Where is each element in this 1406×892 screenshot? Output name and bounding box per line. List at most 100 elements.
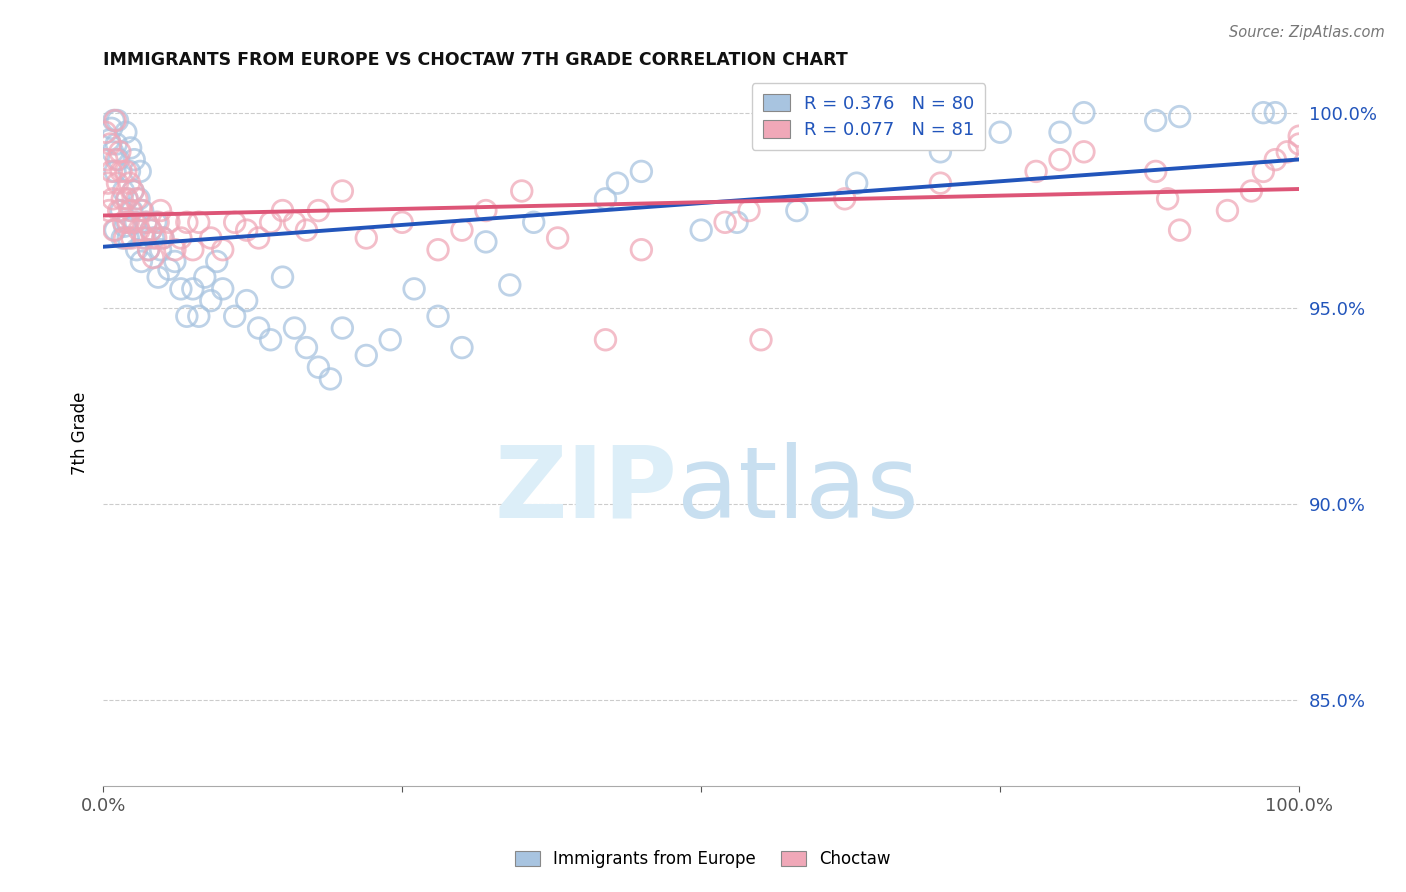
Point — [111, 192, 134, 206]
Point — [211, 243, 233, 257]
Point — [115, 192, 138, 206]
Point — [145, 231, 167, 245]
Point — [259, 215, 281, 229]
Point — [330, 184, 353, 198]
Point — [170, 231, 193, 245]
Point — [124, 215, 146, 229]
Point — [98, 133, 121, 147]
Point — [105, 136, 128, 151]
Point — [929, 145, 952, 159]
Point — [307, 360, 329, 375]
Point — [149, 203, 172, 218]
Text: atlas: atlas — [678, 442, 920, 539]
Point — [135, 215, 157, 229]
Point — [295, 341, 318, 355]
Point — [205, 254, 228, 268]
Point — [111, 231, 134, 245]
Point — [1168, 110, 1191, 124]
Point — [1049, 153, 1071, 167]
Point — [104, 164, 127, 178]
Point — [107, 176, 129, 190]
Point — [380, 333, 402, 347]
Point — [451, 223, 474, 237]
Point — [690, 223, 713, 237]
Point — [115, 164, 138, 178]
Point — [146, 215, 169, 229]
Legend: R = 0.376   N = 80, R = 0.077   N = 81: R = 0.376 N = 80, R = 0.077 N = 81 — [752, 83, 986, 150]
Point — [1144, 164, 1167, 178]
Point — [96, 153, 118, 167]
Point — [132, 231, 155, 245]
Point — [125, 192, 148, 206]
Point — [523, 215, 546, 229]
Point — [108, 145, 131, 159]
Point — [224, 215, 246, 229]
Point — [319, 372, 342, 386]
Point — [1168, 223, 1191, 237]
Point — [283, 321, 305, 335]
Text: ZIP: ZIP — [495, 442, 678, 539]
Point — [786, 203, 808, 218]
Point — [1264, 105, 1286, 120]
Point — [138, 243, 160, 257]
Point — [181, 282, 204, 296]
Point — [131, 254, 153, 268]
Point — [1073, 145, 1095, 159]
Point — [211, 282, 233, 296]
Point — [129, 164, 152, 178]
Point — [170, 282, 193, 296]
Point — [142, 251, 165, 265]
Point — [451, 341, 474, 355]
Point — [475, 235, 498, 249]
Point — [115, 125, 138, 139]
Point — [606, 176, 628, 190]
Point — [98, 136, 121, 151]
Point — [128, 223, 150, 237]
Point — [139, 223, 162, 237]
Point — [112, 184, 135, 198]
Legend: Immigrants from Europe, Choctaw: Immigrants from Europe, Choctaw — [509, 844, 897, 875]
Point — [115, 215, 138, 229]
Point — [107, 113, 129, 128]
Point — [271, 203, 294, 218]
Point — [138, 243, 160, 257]
Point — [224, 310, 246, 324]
Point — [271, 270, 294, 285]
Point — [157, 262, 180, 277]
Point — [112, 215, 135, 229]
Point — [115, 192, 138, 206]
Point — [1144, 113, 1167, 128]
Point — [104, 113, 127, 128]
Point — [121, 231, 143, 245]
Point — [135, 215, 157, 229]
Point — [1073, 105, 1095, 120]
Point — [834, 192, 856, 206]
Point — [725, 215, 748, 229]
Point — [157, 215, 180, 229]
Point — [107, 153, 129, 167]
Point — [128, 192, 150, 206]
Point — [122, 153, 145, 167]
Point — [103, 223, 125, 237]
Point — [283, 215, 305, 229]
Point — [110, 203, 132, 218]
Point — [427, 310, 450, 324]
Point — [131, 203, 153, 218]
Point — [97, 176, 120, 190]
Point — [1049, 125, 1071, 139]
Point — [247, 321, 270, 335]
Point — [595, 333, 617, 347]
Point — [163, 254, 186, 268]
Point — [122, 184, 145, 198]
Point — [152, 231, 174, 245]
Point — [1288, 136, 1310, 151]
Point — [145, 215, 167, 229]
Point — [105, 153, 128, 167]
Point — [738, 203, 761, 218]
Point — [181, 243, 204, 257]
Point — [122, 215, 145, 229]
Point — [510, 184, 533, 198]
Point — [595, 192, 617, 206]
Point — [176, 310, 198, 324]
Point — [235, 223, 257, 237]
